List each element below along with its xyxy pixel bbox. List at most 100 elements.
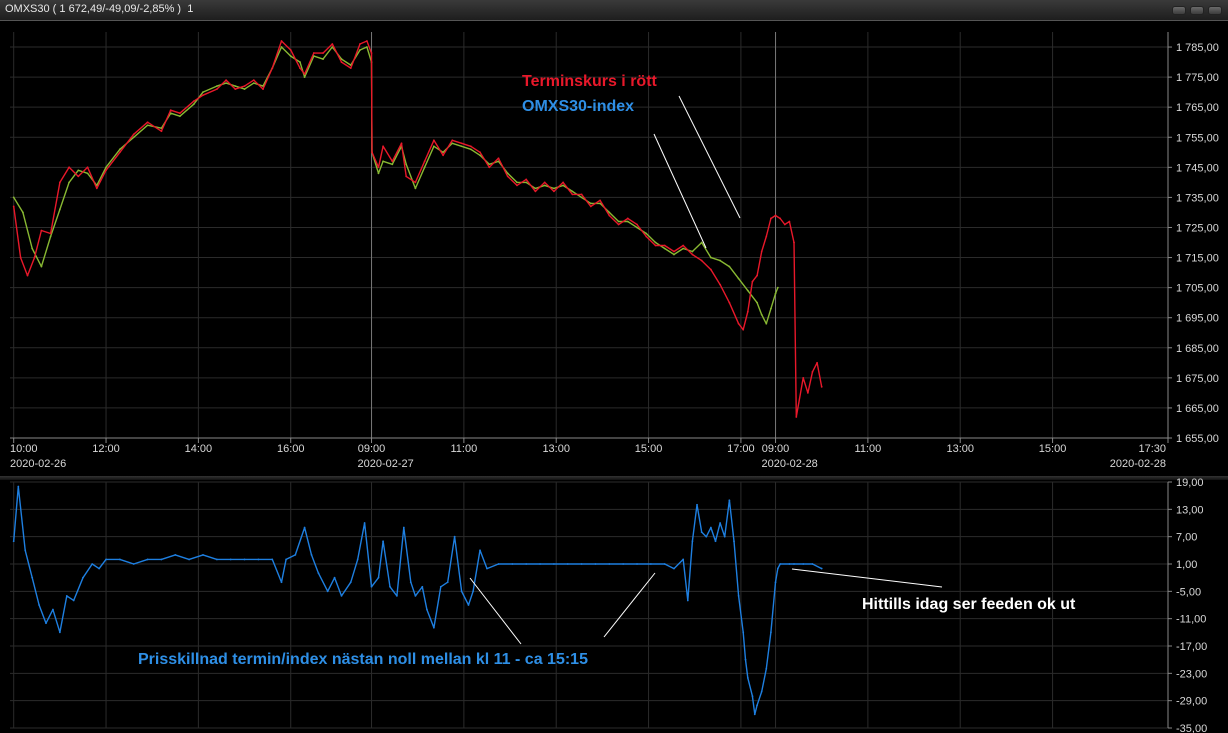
futures-point xyxy=(516,184,518,187)
futures-point xyxy=(234,88,237,91)
diff-point xyxy=(356,558,359,561)
diff-point xyxy=(525,563,528,565)
panel-separator[interactable] xyxy=(0,476,1228,480)
diff-point xyxy=(280,581,283,584)
diff-point xyxy=(326,590,329,593)
x-tick-label-time: 17:00 xyxy=(727,443,755,455)
index-point xyxy=(414,187,417,190)
futures-point xyxy=(497,157,500,160)
diff-point xyxy=(38,604,40,606)
diff-point xyxy=(467,604,470,606)
diff-point xyxy=(409,581,412,584)
futures-point xyxy=(252,79,255,82)
index-point xyxy=(423,166,426,169)
diff-point xyxy=(608,563,611,565)
diff-point xyxy=(432,626,435,629)
diff-point xyxy=(460,590,463,593)
futures-point xyxy=(12,205,15,208)
futures-point xyxy=(719,283,722,286)
minimize-button[interactable] xyxy=(1172,6,1186,15)
diff-pointer-left xyxy=(469,577,522,645)
index-point xyxy=(68,181,71,184)
diff-point xyxy=(779,563,782,565)
index-point xyxy=(366,46,368,48)
price-y-tick-label: 1 745,00 xyxy=(1176,162,1219,174)
diff-point xyxy=(793,563,795,565)
index-point xyxy=(331,46,334,48)
futures-point xyxy=(673,250,675,253)
x-tick-label-time: 11:00 xyxy=(451,443,478,455)
maximize-button[interactable] xyxy=(1190,6,1204,15)
diff-point xyxy=(479,549,481,552)
today-pointer xyxy=(791,568,943,588)
diff-point xyxy=(737,594,740,597)
window-title: OMXS30 ( 1 672,49/-49,09/-2,85% ) 1 xyxy=(5,3,194,15)
diff-point xyxy=(673,567,675,570)
diff-point xyxy=(310,553,313,556)
diff-point xyxy=(349,581,352,584)
futures-point xyxy=(636,223,638,226)
diff-point xyxy=(243,558,246,561)
index-point xyxy=(673,253,675,256)
index-point xyxy=(663,247,666,250)
diff-point xyxy=(118,558,121,561)
diff-plot-area[interactable] xyxy=(10,482,1168,728)
diff-point xyxy=(765,667,768,670)
index-point xyxy=(626,220,629,223)
diff-point xyxy=(317,572,320,575)
diff-point xyxy=(174,553,177,556)
futures-point xyxy=(765,235,768,238)
diff-point xyxy=(414,594,417,597)
diff-point xyxy=(439,585,442,588)
index-point xyxy=(382,160,384,163)
index-point xyxy=(617,220,620,223)
diff-y-axis: 19,00 13,00 7,00 1,00 -5,00 -11,00 -17,00 -23,0… xyxy=(1167,477,1207,733)
futures-point xyxy=(534,190,537,193)
index-point xyxy=(252,82,255,85)
futures-point xyxy=(49,232,52,235)
futures-point xyxy=(377,166,380,169)
diff-point xyxy=(229,558,232,561)
index-point xyxy=(756,301,758,304)
index-point xyxy=(645,232,648,235)
price-plot-area[interactable] xyxy=(10,32,1168,438)
price-y-tick-label: 1 755,00 xyxy=(1176,132,1219,144)
futures-point xyxy=(160,130,163,133)
close-button[interactable] xyxy=(1208,6,1222,15)
futures-point xyxy=(322,52,324,54)
futures-point xyxy=(132,133,135,136)
diff-point xyxy=(31,576,34,579)
futures-point xyxy=(391,160,394,163)
index-point xyxy=(709,256,712,259)
futures-point xyxy=(562,181,565,184)
futures-point xyxy=(795,416,798,418)
futures-annotation: Terminskurs i rött xyxy=(522,73,657,90)
diff-point xyxy=(774,581,777,584)
futures-point xyxy=(400,142,403,145)
futures-point xyxy=(700,259,703,262)
diff-point xyxy=(285,558,288,561)
index-point xyxy=(580,196,583,199)
diff-point xyxy=(723,535,726,538)
diff-point xyxy=(12,540,15,543)
index-point xyxy=(719,259,722,262)
index-point xyxy=(654,241,657,244)
diff-point xyxy=(511,563,514,565)
futures-point xyxy=(423,160,426,163)
futures-point xyxy=(40,229,43,232)
index-point xyxy=(377,172,380,175)
diff-point xyxy=(160,558,163,561)
futures-point xyxy=(280,40,283,42)
index-point xyxy=(589,202,592,205)
index-point xyxy=(49,235,52,238)
futures-point xyxy=(118,151,121,154)
futures-point xyxy=(33,256,36,259)
diff-point xyxy=(686,599,689,602)
index-point xyxy=(442,151,444,154)
futures-point xyxy=(432,139,435,142)
index-point xyxy=(77,169,80,172)
index-point xyxy=(599,202,601,205)
futures-point xyxy=(192,100,195,103)
diff-point xyxy=(382,540,384,543)
